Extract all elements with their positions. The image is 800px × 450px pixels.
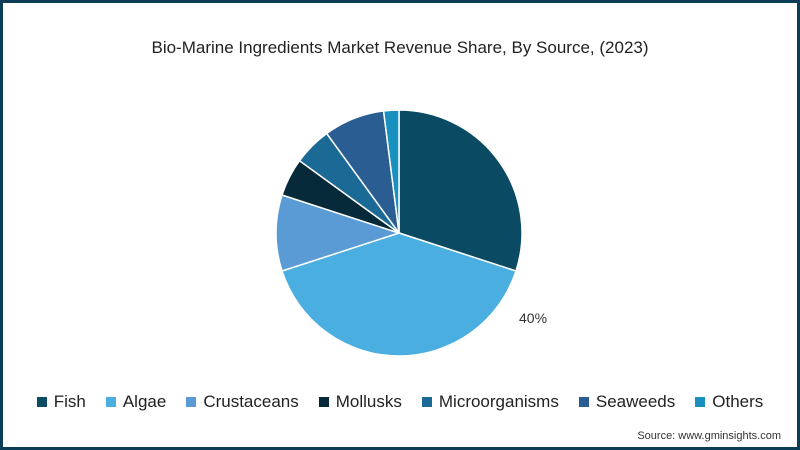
legend-item-seaweeds: Seaweeds xyxy=(578,392,676,412)
legend-item-fish: Fish xyxy=(36,392,86,412)
legend-label: Seaweeds xyxy=(595,392,676,411)
legend-item-algae: Algae xyxy=(105,392,167,412)
legend-item-others: Others xyxy=(695,392,763,412)
legend-label: Crustaceans xyxy=(203,392,299,411)
legend-swatch xyxy=(105,397,116,407)
pie-chart xyxy=(275,109,523,357)
legend-label: Mollusks xyxy=(335,392,402,411)
legend-label: Algae xyxy=(122,392,167,411)
pie-slice-others xyxy=(382,109,400,234)
legend-label: Microorganisms xyxy=(438,392,559,411)
source-note: Source: www.gminsights.com xyxy=(637,430,781,442)
legend-item-microorganisms: Microorganisms xyxy=(421,392,559,412)
legend-swatch xyxy=(695,397,706,407)
legend-swatch xyxy=(186,397,197,407)
legend-swatch xyxy=(36,397,47,407)
legend: Fish Algae Crustaceans Mollusks Microorganis… xyxy=(3,392,797,412)
algae-percent-label: 40% xyxy=(519,310,548,326)
chart-title: Bio-Marine Ingredients Market Revenue Sh… xyxy=(151,38,649,57)
legend-swatch xyxy=(318,397,329,407)
pie-slice-algae xyxy=(281,232,517,357)
legend-swatch xyxy=(578,397,589,407)
legend-item-mollusks: Mollusks xyxy=(318,392,402,412)
pie-slice-fish xyxy=(398,109,523,272)
pie-slice-crustaceans xyxy=(275,194,402,272)
legend-label: Others xyxy=(712,392,764,411)
legend-item-crustaceans: Crustaceans xyxy=(186,392,299,412)
legend-label: Fish xyxy=(53,392,86,411)
legend-swatch xyxy=(421,397,432,407)
